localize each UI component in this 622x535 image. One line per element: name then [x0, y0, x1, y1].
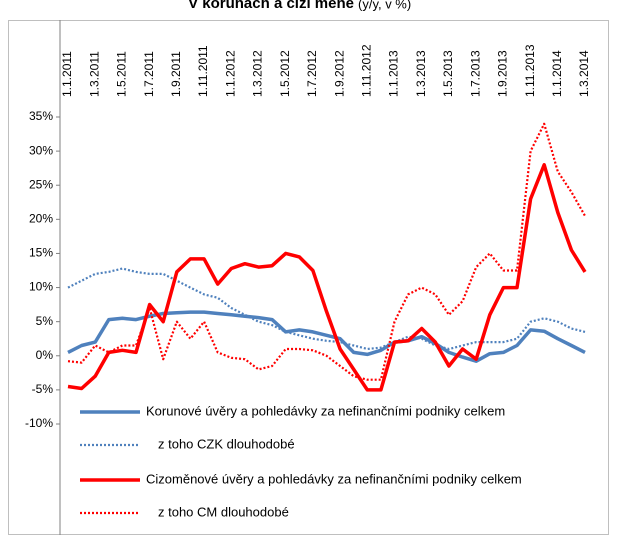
plot-area: -10% -5% 0% 5% 10% 15% 20% 25% 30% 35% 1.1.2011 1.3…	[25, 20, 591, 535]
x-tick-label: 1.3.2011	[87, 51, 101, 97]
y-tick-label: -10%	[25, 416, 53, 430]
x-tick-label: 1.3.2012	[251, 50, 265, 97]
y-tick-label: 5%	[36, 314, 54, 328]
y-tick-label: 15%	[29, 246, 53, 260]
series-line	[67, 310, 586, 363]
x-tick-label: 1.1.2014	[550, 50, 564, 97]
y-tick-label: 20%	[29, 212, 53, 226]
legend-item: z toho CM dlouhodobé	[80, 504, 289, 519]
x-tick-label: 1.1.2013	[387, 50, 401, 97]
x-tick-label: 1.5.2013	[441, 50, 455, 97]
x-tick-label: 1.11.2012	[359, 44, 373, 97]
legend-item: Cizoměnové úvěry a pohledávky za nefinan…	[80, 471, 522, 486]
chart-title: V korunách a cizí měně	[188, 0, 354, 12]
y-tick-label: 35%	[29, 109, 53, 123]
x-tick-label: 1.7.2011	[142, 51, 156, 97]
y-tick-label: 10%	[29, 280, 53, 294]
legend-label: Cizoměnové úvěry a pohledávky za nefinan…	[146, 471, 522, 486]
series-line	[67, 163, 587, 392]
series-line	[67, 122, 586, 381]
y-tick-label: -5%	[32, 382, 54, 396]
x-tick-label: 1.11.2013	[523, 44, 537, 97]
y-tick-label: 30%	[29, 143, 53, 157]
x-tick-label: 1.3.2014	[577, 50, 591, 97]
chart-subtitle: (y/y, v %)	[358, 0, 411, 11]
legend-label: Korunové úvěry a pohledávky za nefinančn…	[146, 403, 505, 418]
legend-item: z toho CZK dlouhodobé	[80, 436, 295, 451]
legend-label: z toho CZK dlouhodobé	[158, 436, 295, 451]
x-tick-label: 1.1.2012	[223, 50, 237, 97]
x-tick-label: 1.5.2011	[115, 51, 129, 97]
x-tick-label: 1.9.2011	[169, 51, 183, 97]
series-line	[67, 267, 586, 351]
legend-label: z toho CM dlouhodobé	[158, 504, 289, 519]
legend-item: Korunové úvěry a pohledávky za nefinančn…	[80, 403, 505, 418]
x-tick-label: 1.11.2011	[196, 45, 210, 97]
x-tick-label: 1.1.2011	[60, 51, 74, 97]
x-tick-label: 1.5.2012	[278, 50, 292, 97]
x-tick-label: 1.9.2012	[332, 50, 346, 97]
x-tick-label: 1.3.2013	[414, 50, 428, 97]
x-tick-label: 1.7.2012	[305, 50, 319, 97]
y-tick-label: 25%	[29, 177, 53, 191]
x-tick-label: 1.9.2013	[496, 50, 510, 97]
x-tick-label: 1.7.2013	[468, 50, 482, 97]
y-tick-label: 0%	[36, 348, 54, 362]
